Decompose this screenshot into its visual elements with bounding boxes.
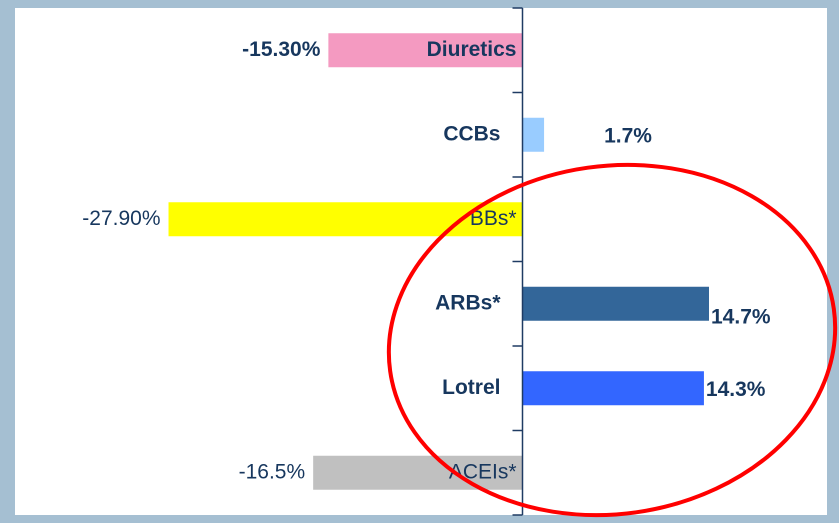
category-label: BBs* [470, 207, 517, 230]
bar [522, 286, 710, 321]
value-label: 14.7% [711, 305, 771, 328]
category-label: ARBs* [435, 291, 501, 314]
value-label: -16.5% [239, 460, 306, 483]
category-label: CCBs [443, 122, 500, 145]
value-label: 1.7% [604, 124, 652, 147]
category-label: ACEIs* [449, 460, 517, 483]
value-label: 14.3% [706, 378, 766, 401]
highlight-circle [386, 162, 838, 518]
bar [328, 33, 523, 68]
bar [522, 117, 545, 152]
value-label: -27.90% [82, 207, 160, 230]
bar [522, 371, 704, 406]
bar [313, 455, 523, 490]
value-label: -15.30% [242, 38, 321, 61]
category-label: Diuretics [427, 38, 517, 61]
marks: Diuretics -15.30% CCBs 1.7% BBs* -27.90% ARBs*… [82, 7, 771, 516]
category-label: Lotrel [442, 376, 500, 399]
